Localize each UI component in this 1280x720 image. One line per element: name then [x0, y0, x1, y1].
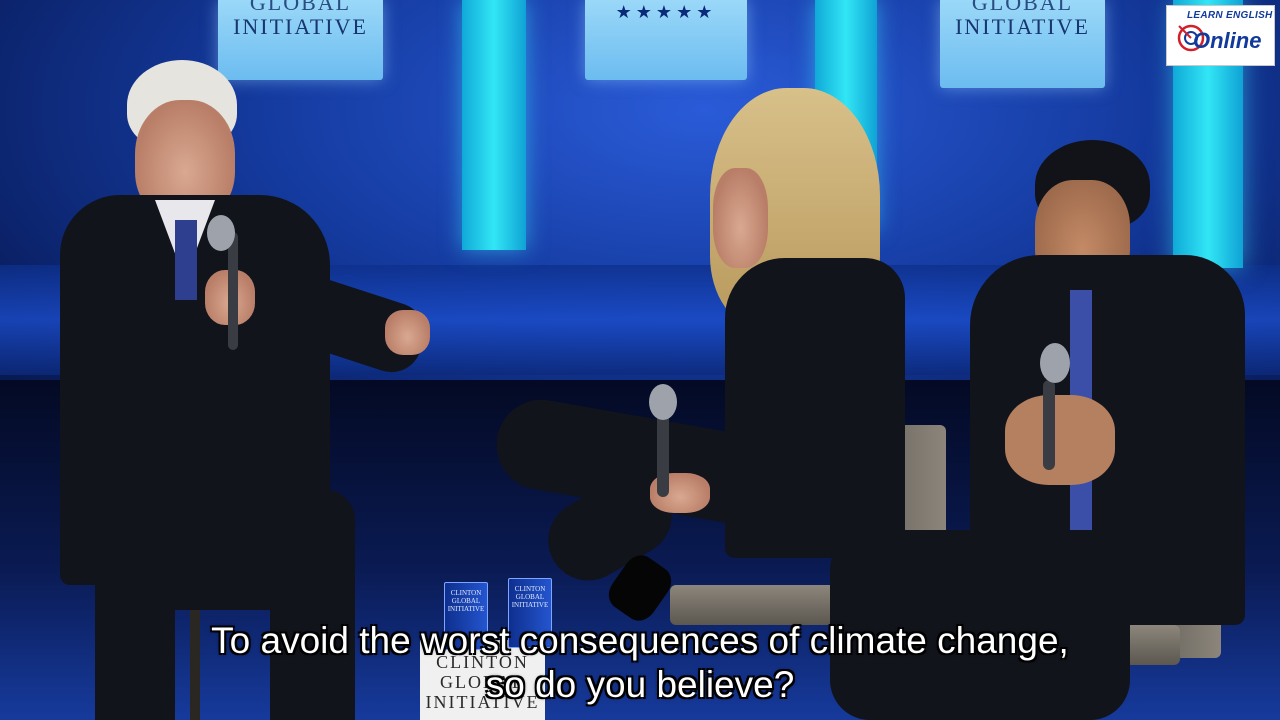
- stars-icon: ★★★★★: [615, 2, 717, 22]
- target-arrow-icon: [1177, 24, 1205, 52]
- speaker-left: [55, 60, 435, 720]
- banner-right-line1: GLOBAL: [971, 0, 1074, 15]
- cup-text-line3: INITIATIVE: [511, 601, 549, 609]
- microphone: [1043, 380, 1055, 470]
- cup-text-line1: CLINTON: [450, 589, 482, 597]
- cup-text-line2: GLOBAL: [515, 593, 545, 601]
- cup-text-line1: CLINTON: [514, 585, 546, 593]
- table-sign-line1: CLINTON: [436, 652, 529, 672]
- banner-center: ★★★★★: [585, 0, 747, 80]
- cup: CLINTON GLOBAL INITIATIVE: [444, 582, 488, 650]
- banner-right: GLOBAL INITIATIVE: [940, 0, 1105, 88]
- microphone-head: [207, 215, 235, 251]
- host-center: [485, 88, 915, 688]
- cup-text-line2: GLOBAL: [451, 597, 481, 605]
- face: [713, 168, 768, 268]
- banner-left-line2: INITIATIVE: [233, 14, 368, 39]
- table-sign-line2: GLOBAL: [440, 672, 525, 692]
- subtitle-line-2: so do you believe?: [485, 664, 795, 705]
- subtitle-line-1: To avoid the worst consequences of clima…: [211, 620, 1069, 661]
- watermark-logo: LEARN ENGLISH Online: [1166, 5, 1275, 66]
- banner-left-line1: GLOBAL: [249, 0, 352, 15]
- trousers: [95, 580, 175, 720]
- trousers: [270, 580, 355, 720]
- table-sign-line3: INITIATIVE: [425, 692, 540, 712]
- chair-leg: [190, 588, 200, 720]
- microphone-head: [649, 384, 677, 420]
- chair-seat: [670, 585, 850, 625]
- hand: [385, 310, 430, 355]
- cup: CLINTON GLOBAL INITIATIVE: [508, 578, 552, 648]
- cup-text-line3: INITIATIVE: [447, 605, 485, 613]
- trousers: [830, 530, 1130, 720]
- watermark-line2: Online: [1193, 28, 1262, 53]
- table-sign: CLINTON GLOBAL INITIATIVE: [420, 640, 545, 720]
- guest-right: [820, 140, 1260, 720]
- microphone: [228, 232, 238, 350]
- banner-left: GLOBAL INITIATIVE: [218, 0, 383, 80]
- light-pillar: [462, 0, 526, 250]
- hands: [1005, 395, 1115, 485]
- banner-right-line2: INITIATIVE: [955, 14, 1090, 39]
- microphone: [657, 412, 669, 497]
- tie: [175, 220, 197, 300]
- watermark-line1: LEARN ENGLISH: [1187, 10, 1273, 21]
- microphone-head: [1040, 343, 1070, 383]
